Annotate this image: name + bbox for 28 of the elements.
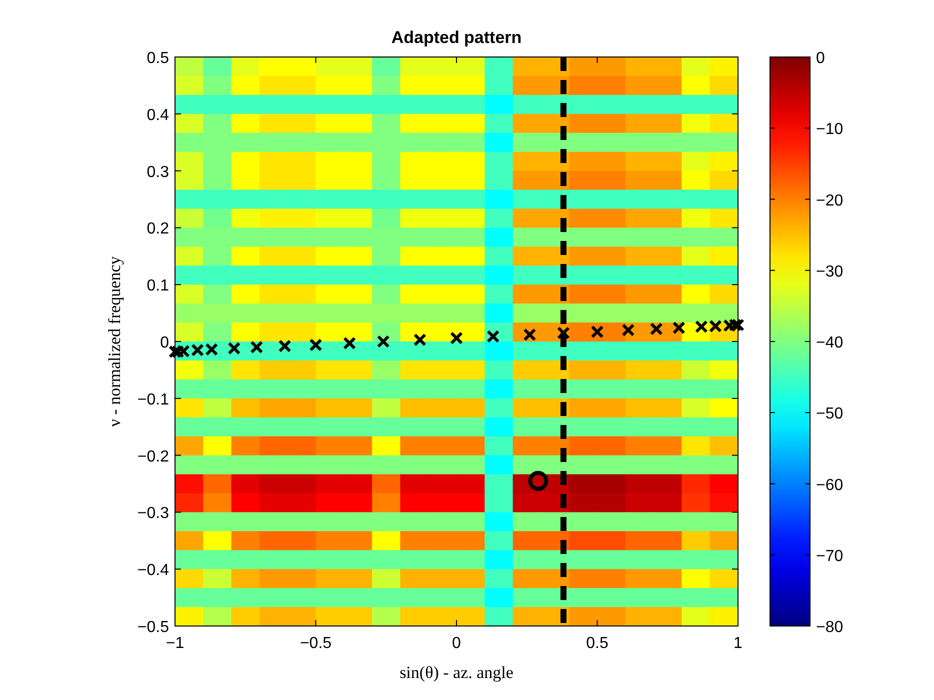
y-axis-title: ν - normalized frequency (105, 256, 124, 427)
y-tick-label: −0.3 (137, 505, 170, 522)
x-tick-label: −1 (166, 635, 184, 652)
chart-title: Adapted pattern (391, 28, 522, 47)
y-tick-label: 0.5 (146, 50, 170, 67)
color-bar-label: −20 (816, 192, 844, 210)
color-bar-label: 0 (816, 50, 825, 67)
color-bar-label: −40 (816, 334, 844, 352)
color-bar-label: −80 (816, 619, 844, 636)
x-tick-label: 0.5 (586, 635, 608, 652)
color-bar-label: −70 (816, 548, 844, 565)
y-tick-label: 0.3 (146, 164, 170, 181)
y-tick-label: 0.1 (146, 278, 170, 295)
y-tick-label: 0.4 (146, 106, 170, 124)
y-tick-label: 0 (160, 334, 170, 352)
x-tick-label: 0 (452, 635, 462, 652)
color-bar-label: −60 (816, 476, 844, 494)
y-tick-label: −0.1 (137, 391, 170, 408)
y-tick-label: −0.4 (137, 562, 170, 580)
y-tick-label: −0.2 (137, 448, 170, 466)
color-bar-label: −30 (816, 263, 844, 280)
x-tick-label: −0.5 (300, 635, 332, 652)
y-tick-label: 0.2 (146, 220, 170, 238)
x-axis-title: sin(θ) - az. angle (400, 663, 514, 682)
y-tick-label: −0.5 (137, 619, 170, 636)
color-bar-label: −10 (816, 121, 844, 138)
x-tick-label: 1 (734, 635, 743, 652)
color-bar-label: −50 (816, 406, 844, 423)
